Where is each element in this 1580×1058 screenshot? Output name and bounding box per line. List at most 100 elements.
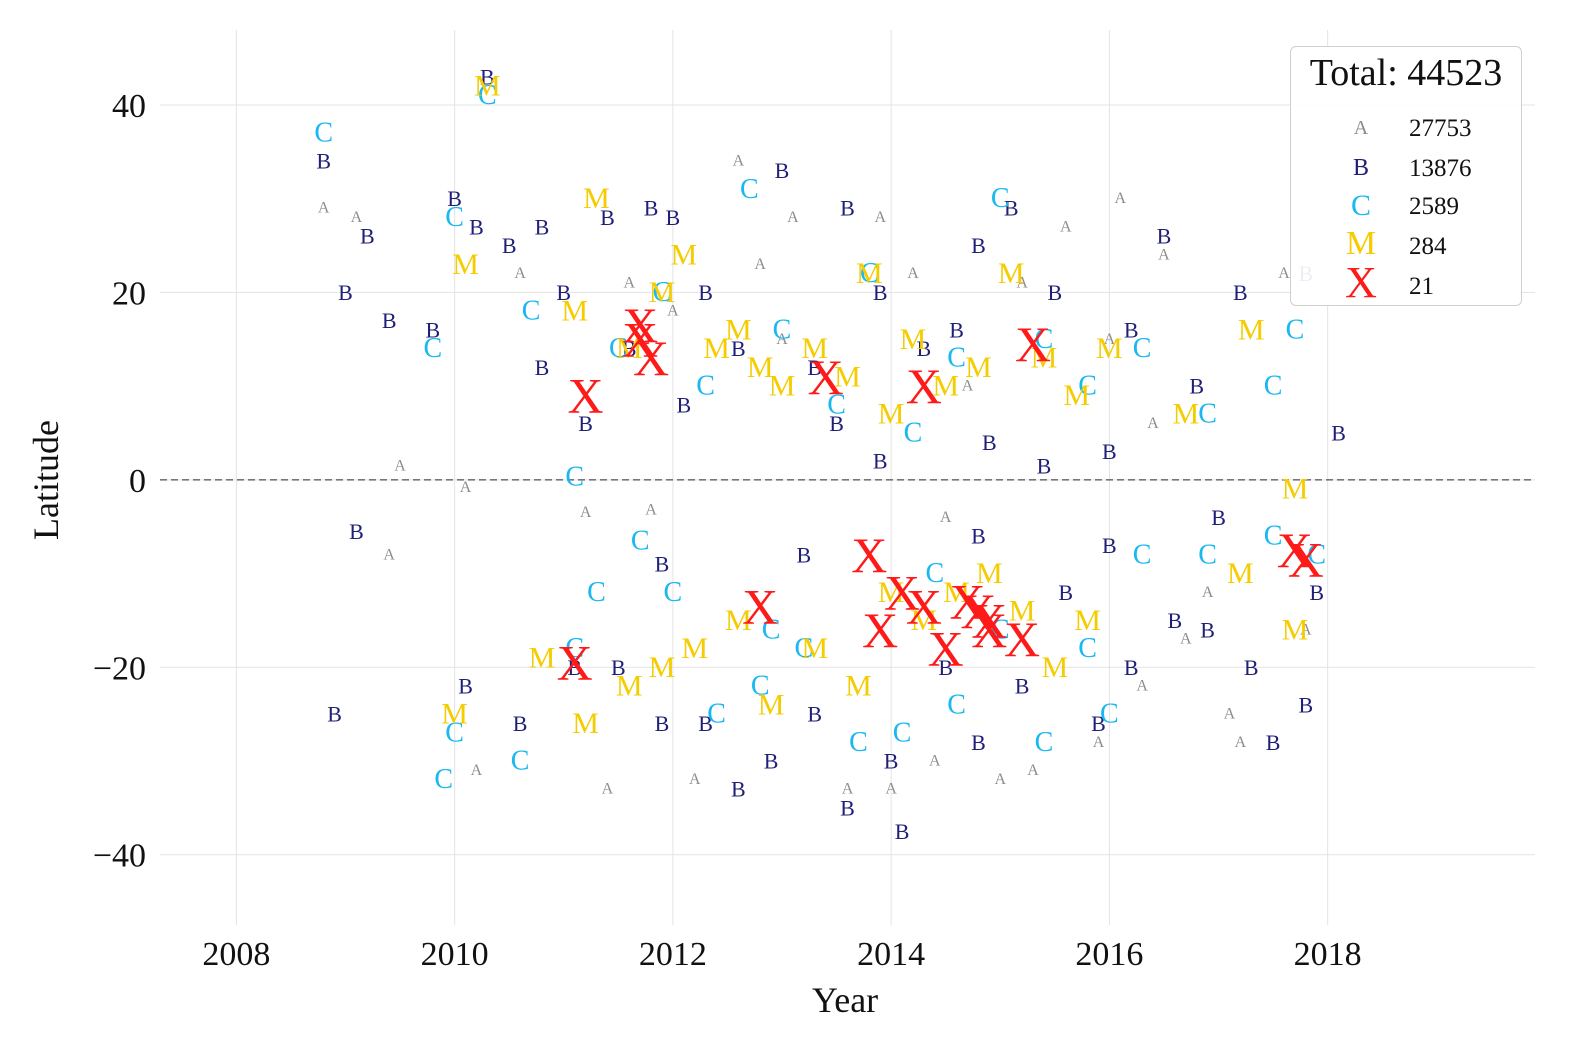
point-a: A <box>667 303 679 320</box>
legend-count-x: 21 <box>1409 273 1434 300</box>
legend-title: Total: 44523 <box>1309 52 1503 94</box>
point-a: A <box>1202 584 1214 601</box>
point-c: C <box>1286 314 1305 345</box>
point-b: B <box>360 224 375 249</box>
point-a: A <box>776 331 788 348</box>
point-b: B <box>327 702 342 727</box>
point-c: C <box>1133 333 1152 364</box>
point-a: A <box>1016 275 1028 292</box>
point-a: A <box>929 752 941 769</box>
point-a: A <box>907 265 919 282</box>
point-c: C <box>1133 539 1152 570</box>
point-b: B <box>1102 439 1117 464</box>
point-c: C <box>1264 371 1283 402</box>
point-a: A <box>602 781 614 798</box>
point-a: A <box>1300 621 1312 638</box>
point-m: M <box>670 238 697 271</box>
point-c: C <box>1198 539 1217 570</box>
point-b: B <box>971 524 986 549</box>
point-b: B <box>676 392 691 417</box>
point-c: C <box>314 118 333 149</box>
point-b: B <box>971 730 986 755</box>
point-c: C <box>1100 699 1119 730</box>
point-b: B <box>1168 608 1183 633</box>
point-a: A <box>733 153 745 170</box>
point-b: B <box>556 280 571 305</box>
y-tick-label: 40 <box>112 88 146 125</box>
point-b: B <box>480 64 495 89</box>
point-c: C <box>609 333 628 364</box>
point-a: A <box>1147 415 1159 432</box>
point-a: A <box>962 378 974 395</box>
point-c: C <box>423 333 442 364</box>
legend-entry-x: X 21 <box>1291 258 1521 307</box>
point-a: A <box>754 256 766 273</box>
y-tick-label: −20 <box>93 650 146 687</box>
point-a: A <box>514 265 526 282</box>
point-m: M <box>1009 595 1036 628</box>
point-c: C <box>696 371 715 402</box>
point-b: B <box>807 702 822 727</box>
point-c: C <box>587 577 606 608</box>
point-c: C <box>893 717 912 748</box>
point-b: B <box>1124 317 1139 342</box>
point-m: M <box>932 370 959 403</box>
point-c: C <box>795 633 814 664</box>
point-b: B <box>644 196 659 221</box>
point-a: A <box>1093 734 1105 751</box>
point-a: A <box>471 762 483 779</box>
point-c: C <box>740 174 759 205</box>
point-c: C <box>1307 539 1326 570</box>
data-points: A A A A A A A A A A A A A A A A A A A A A A A A A A A A A A A A A A A A A A A A… <box>314 64 1346 843</box>
point-c: C <box>762 614 781 645</box>
point-m: M <box>878 398 905 431</box>
point-m: M <box>474 70 501 103</box>
point-m: M <box>725 604 752 637</box>
legend-marker-c: C <box>1350 189 1371 222</box>
point-m: M <box>801 632 828 665</box>
point-c: C <box>991 183 1010 214</box>
point-b: B <box>1309 580 1324 605</box>
point-b: B <box>1058 580 1073 605</box>
legend-entry-b: B 13876 <box>1291 149 1521 189</box>
point-c: C <box>434 764 453 795</box>
point-c: C <box>904 417 923 448</box>
point-b: B <box>764 748 779 773</box>
point-m: M <box>965 351 992 384</box>
point-m: M <box>801 332 828 365</box>
point-a: A <box>1060 218 1072 235</box>
point-a: A <box>874 209 886 226</box>
point-a: A <box>787 209 799 226</box>
point-b: B <box>895 819 910 844</box>
point-a: A <box>1136 678 1148 695</box>
point-b: B <box>1037 453 1052 478</box>
point-c: C <box>565 633 584 664</box>
x-tick-label: 2012 <box>639 936 707 973</box>
point-m: M <box>583 182 610 215</box>
x-tick-label: 2008 <box>202 936 270 973</box>
point-x: X <box>928 621 964 677</box>
point-a: A <box>383 546 395 563</box>
point-m: M <box>878 576 905 609</box>
point-c: C <box>478 80 497 111</box>
point-c: C <box>1078 633 1097 664</box>
point-m: M <box>1096 332 1123 365</box>
point-a: A <box>1104 331 1116 348</box>
point-c: C <box>1198 399 1217 430</box>
y-tick-labels: 40 20 0 −20 −40 <box>93 88 146 875</box>
legend-entry-c: C 2589 <box>1291 187 1521 227</box>
point-b: B <box>655 711 670 736</box>
point-b: B <box>698 280 713 305</box>
point-b: B <box>873 280 888 305</box>
point-b: B <box>884 748 899 773</box>
point-x: X <box>906 578 942 634</box>
point-b: B <box>655 552 670 577</box>
point-b: B <box>1244 655 1259 680</box>
point-m: M <box>911 604 938 637</box>
point-x: X <box>906 358 942 414</box>
x-axis-label: Year <box>812 980 878 1020</box>
x-tick-label: 2016 <box>1075 936 1143 973</box>
point-b: B <box>807 355 822 380</box>
point-b: B <box>1266 730 1281 755</box>
point-b: B <box>1298 692 1313 717</box>
